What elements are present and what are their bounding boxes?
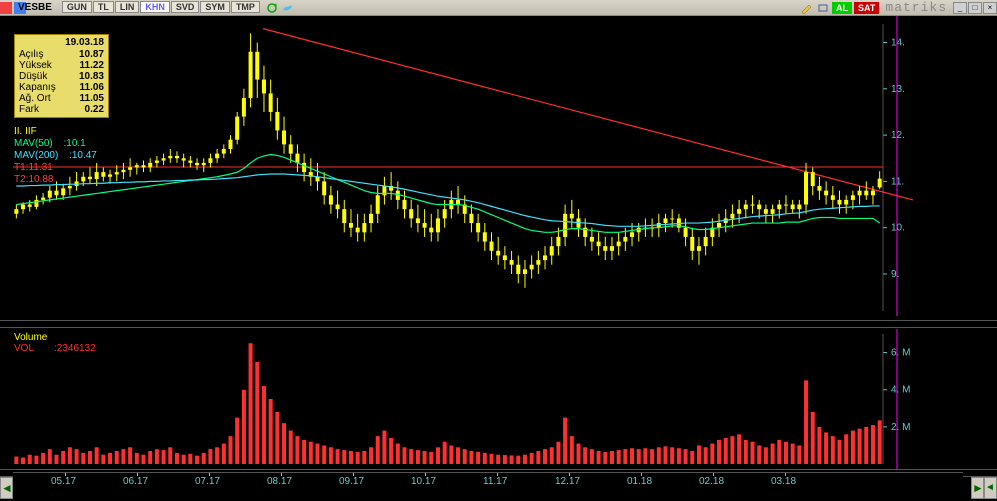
svg-text:11.: 11. <box>891 176 904 187</box>
titlebar: VESBE GUNTLLINKHNSVDSYMTMP AL SAT matrik… <box>0 0 997 16</box>
info-row: Yüksek11.22 <box>19 60 104 71</box>
maximize-button[interactable]: □ <box>968 2 982 14</box>
svg-text:6. M: 6. M <box>891 348 910 359</box>
indicator-label: MAV(50) :10.1 <box>14 138 97 150</box>
close-button[interactable]: × <box>983 2 997 14</box>
pane-divider[interactable] <box>0 320 997 328</box>
minimize-button[interactable]: _ <box>953 2 967 14</box>
toolbar-button-gun[interactable]: GUN <box>62 1 92 13</box>
indicator-label: MAV(200) :10.47 <box>14 150 97 162</box>
toolbar-button-svd[interactable]: SVD <box>171 1 200 13</box>
tool-icon[interactable] <box>816 2 830 14</box>
toolbar-button-khn[interactable]: KHN <box>140 1 170 13</box>
x-axis-label: 09.17 <box>339 476 364 487</box>
indicator-label: T2:10.88 <box>14 174 97 186</box>
x-axis-label: 01.18 <box>627 476 652 487</box>
app-icon <box>0 2 14 14</box>
info-row: Düşük10.83 <box>19 71 104 82</box>
x-axis-label: 12.17 <box>555 476 580 487</box>
sell-button[interactable]: SAT <box>854 2 879 14</box>
toolbar-button-tmp[interactable]: TMP <box>231 1 260 13</box>
buy-button[interactable]: AL <box>832 2 852 14</box>
x-axis-label: 08.17 <box>267 476 292 487</box>
toolbar-button-tl[interactable]: TL <box>93 1 114 13</box>
ohlc-info-box: 19.03.18 Açılış10.87Yüksek11.22Düşük10.8… <box>14 34 109 118</box>
bird-icon[interactable] <box>281 2 295 14</box>
x-axis-label: 10.17 <box>411 476 436 487</box>
svg-text:14.: 14. <box>891 38 905 49</box>
pencil-icon[interactable] <box>800 2 814 14</box>
volume-indicator-label: Volume <box>14 332 96 343</box>
svg-text:4. M: 4. M <box>891 385 910 396</box>
svg-text:2. M: 2. M <box>891 422 910 433</box>
svg-text:12.: 12. <box>891 130 905 141</box>
brand-label: matriks <box>885 0 947 15</box>
x-axis: 05.17 06.17 07.17 08.17 09.17 10.17 11.17 12.17… <box>13 472 963 492</box>
volume-labels: VolumeVOL:2346132 <box>14 332 96 354</box>
x-axis-label: 05.17 <box>51 476 76 487</box>
scroll-right-button[interactable]: ► <box>971 477 984 499</box>
price-chart[interactable]: 9. 10. 11. 12. 13. 14. <box>13 16 963 316</box>
info-row: Açılış10.87 <box>19 49 104 60</box>
info-row: Fark0.22 <box>19 104 104 115</box>
scroll-fit-button[interactable]: ◄► <box>984 477 997 499</box>
refresh-icon[interactable] <box>265 2 279 14</box>
chart-area: 9. 10. 11. 12. 13. 14. 2. M 4. M 6. M 05.17 06.1… <box>0 16 997 501</box>
info-date: 19.03.18 <box>19 37 104 48</box>
svg-text:9.: 9. <box>891 269 899 280</box>
indicator-label: II. IIF <box>14 126 97 138</box>
volume-indicator-label: VOL:2346132 <box>14 343 96 354</box>
indicator-label: T1:11.31 <box>14 162 97 174</box>
ticker-symbol: VESBE <box>18 2 52 13</box>
x-axis-label: 11.17 <box>483 476 507 487</box>
info-row: Kapanış11.06 <box>19 82 104 93</box>
toolbar-button-sym[interactable]: SYM <box>200 1 230 13</box>
x-axis-label: 07.17 <box>195 476 220 487</box>
scroll-left-button[interactable]: ◄ <box>0 477 13 499</box>
x-axis-label: 02.18 <box>699 476 724 487</box>
info-row: Ağ. Ort11.05 <box>19 93 104 104</box>
toolbar-button-lin[interactable]: LIN <box>115 1 140 13</box>
svg-text:13.: 13. <box>891 84 905 95</box>
x-axis-label: 03.18 <box>771 476 796 487</box>
volume-chart[interactable]: 2. M 4. M 6. M <box>13 329 963 469</box>
svg-text:10.: 10. <box>891 223 905 234</box>
x-axis-label: 06.17 <box>123 476 148 487</box>
indicator-labels: II. IIF MAV(50) :10.1MAV(200) :10.47T1:1… <box>14 126 97 186</box>
